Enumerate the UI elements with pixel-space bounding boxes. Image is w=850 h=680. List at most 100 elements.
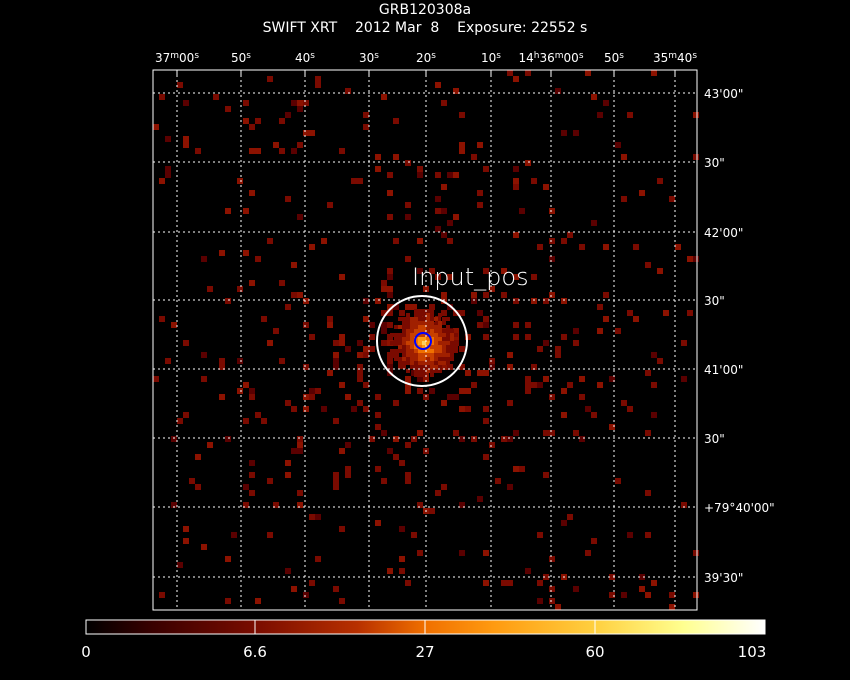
psf-pixel xyxy=(390,349,394,353)
psf-pixel xyxy=(402,321,406,325)
psf-pixel xyxy=(406,341,410,345)
photon-pixel xyxy=(573,328,579,334)
psf-pixel xyxy=(430,309,434,313)
photon-pixel xyxy=(513,322,519,328)
psf-pixel xyxy=(426,365,430,369)
psf-pixel xyxy=(398,357,402,361)
photon-pixel xyxy=(219,358,225,364)
psf-pixel xyxy=(414,325,418,329)
photon-pixel xyxy=(357,376,363,382)
photon-pixel xyxy=(375,298,381,304)
photon-pixel xyxy=(333,364,339,370)
psf-pixel xyxy=(406,329,410,333)
photon-pixel xyxy=(483,418,489,424)
photon-pixel xyxy=(291,586,297,592)
photon-pixel xyxy=(333,418,339,424)
photon-pixel xyxy=(435,274,441,280)
photon-pixel xyxy=(441,364,447,370)
psf-pixel xyxy=(422,349,426,353)
photon-pixel xyxy=(639,574,645,580)
photon-pixel xyxy=(237,388,243,394)
photon-pixel xyxy=(303,364,309,370)
psf-pixel xyxy=(422,309,426,313)
photon-pixel xyxy=(513,184,519,190)
photon-pixel xyxy=(267,478,273,484)
photon-pixel xyxy=(405,580,411,586)
photon-pixel xyxy=(483,370,489,376)
psf-pixel xyxy=(406,333,410,337)
photon-pixel xyxy=(165,358,171,364)
photon-pixel xyxy=(507,436,513,442)
photon-pixel xyxy=(363,112,369,118)
photon-pixel xyxy=(381,280,387,286)
ra-tick-label: 50s xyxy=(604,51,624,65)
source-region-circle[interactable] xyxy=(376,295,468,387)
photon-pixel xyxy=(417,388,423,394)
photon-pixel xyxy=(435,208,441,214)
date-label: 2012 Mar 8 xyxy=(354,20,440,36)
photon-pixel xyxy=(255,412,261,418)
photon-pixel xyxy=(645,262,651,268)
photon-pixel xyxy=(441,184,447,190)
psf-pixel xyxy=(426,329,430,333)
photon-pixel xyxy=(615,142,621,148)
photon-pixel xyxy=(249,490,255,496)
photon-pixel xyxy=(507,364,513,370)
psf-pixel xyxy=(442,357,446,361)
psf-pixel xyxy=(410,321,414,325)
psf-pixel xyxy=(426,361,430,365)
ra-tick-label: 20s xyxy=(416,51,436,65)
photon-pixel xyxy=(285,460,291,466)
psf-pixel xyxy=(418,329,422,333)
photon-pixel xyxy=(297,100,303,106)
photon-pixel xyxy=(441,232,447,238)
psf-pixel xyxy=(434,353,438,357)
psf-pixel xyxy=(446,345,450,349)
photon-pixel xyxy=(537,532,543,538)
photon-pixel xyxy=(573,340,579,346)
photon-pixel xyxy=(393,454,399,460)
photon-pixel xyxy=(363,346,369,352)
psf-pixel xyxy=(446,325,450,329)
psf-pixel xyxy=(418,353,422,357)
photon-pixel xyxy=(405,442,411,448)
photon-pixel xyxy=(537,598,543,604)
psf-pixel xyxy=(442,321,446,325)
photon-pixel xyxy=(627,112,633,118)
photon-pixel xyxy=(339,526,345,532)
photon-pixel xyxy=(621,196,627,202)
photon-pixel xyxy=(525,388,531,394)
photon-pixel xyxy=(507,400,513,406)
psf-pixel xyxy=(422,373,426,377)
photon-pixel xyxy=(255,118,261,124)
psf-pixel xyxy=(434,349,438,353)
photon-pixel xyxy=(645,490,651,496)
photon-pixel xyxy=(255,256,261,262)
photon-pixel xyxy=(459,310,465,316)
psf-pixel xyxy=(446,353,450,357)
photon-pixel xyxy=(159,94,165,100)
ra-tick-label: 50s xyxy=(231,51,251,65)
psf-pixel xyxy=(450,357,454,361)
psf-pixel xyxy=(438,369,442,373)
photon-pixel xyxy=(531,274,537,280)
photon-pixel xyxy=(543,430,549,436)
photon-pixel xyxy=(327,370,333,376)
photon-pixel xyxy=(225,436,231,442)
photon-pixel xyxy=(303,298,309,304)
photon-pixel xyxy=(405,388,411,394)
photon-pixel xyxy=(243,418,249,424)
photon-pixel xyxy=(171,502,177,508)
photon-pixel xyxy=(531,298,537,304)
psf-pixel xyxy=(430,353,434,357)
psf-pixel xyxy=(430,365,434,369)
photon-pixel xyxy=(387,568,393,574)
psf-pixel xyxy=(422,333,426,337)
photon-pixel xyxy=(261,418,267,424)
photon-pixel xyxy=(537,382,543,388)
photon-pixel xyxy=(507,580,513,586)
error-circle[interactable] xyxy=(414,332,432,350)
psf-pixel xyxy=(430,337,434,341)
photon-pixel xyxy=(243,382,249,388)
photon-pixel xyxy=(159,178,165,184)
